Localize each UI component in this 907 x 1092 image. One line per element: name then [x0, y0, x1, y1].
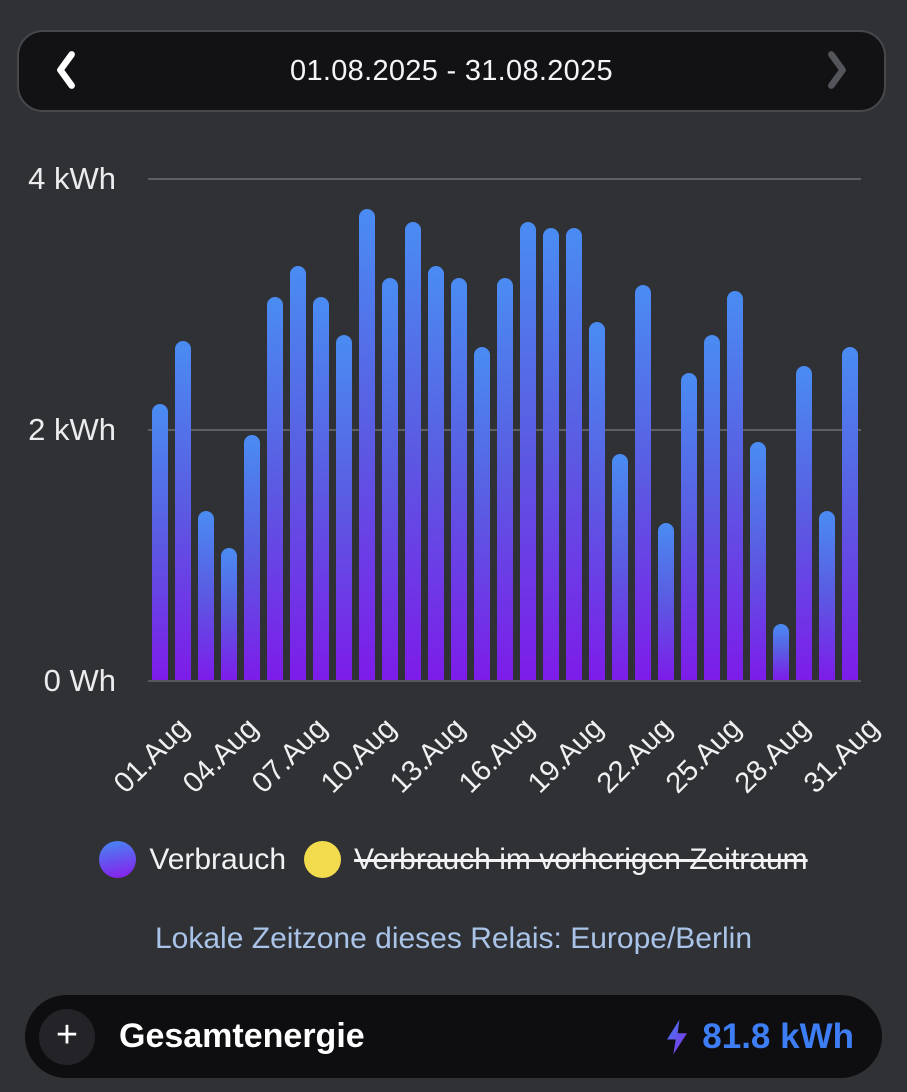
- bar-04.Aug[interactable]: [220, 548, 237, 680]
- y-axis-tick-2kwh: 2 kWh: [28, 412, 116, 447]
- plus-icon: +: [55, 1013, 79, 1056]
- x-axis-line: [148, 680, 861, 682]
- legend-label: Verbrauch: [149, 842, 287, 876]
- bar-30.Aug[interactable]: [818, 511, 835, 680]
- bar-19.Aug[interactable]: [565, 228, 582, 680]
- chevron-left-icon: [49, 47, 83, 96]
- date-range-navigator: 01.08.2025 - 31.08.2025: [17, 30, 886, 112]
- x-axis-tick-16.Aug: 16.Aug: [452, 712, 541, 800]
- next-period-button[interactable]: [814, 45, 860, 97]
- x-axis-tick-01.Aug: 01.Aug: [107, 712, 196, 800]
- bar-27.Aug[interactable]: [749, 442, 766, 680]
- vorheriger-zeitraum-swatch-icon: [304, 841, 342, 878]
- legend-label-disabled: Verbrauch im vorherigen Zeitraum: [354, 842, 808, 876]
- bar-07.Aug[interactable]: [289, 266, 306, 680]
- bar-08.Aug[interactable]: [312, 297, 329, 680]
- bar-06.Aug[interactable]: [266, 297, 283, 680]
- bar-31.Aug[interactable]: [841, 347, 858, 680]
- total-energy-row[interactable]: + Gesamtenergie 81.8 kWh: [25, 995, 882, 1078]
- x-axis-tick-31.Aug: 31.Aug: [797, 712, 886, 800]
- total-energy-title: Gesamtenergie: [119, 1017, 365, 1055]
- bar-20.Aug[interactable]: [588, 322, 605, 680]
- verbrauch-swatch-icon: [99, 841, 137, 878]
- x-axis-tick-28.Aug: 28.Aug: [728, 712, 817, 800]
- x-axis-tick-10.Aug: 10.Aug: [314, 712, 403, 800]
- legend-item-verbrauch[interactable]: Verbrauch: [99, 841, 286, 878]
- x-axis-tick-04.Aug: 04.Aug: [176, 712, 265, 800]
- x-axis-tick-19.Aug: 19.Aug: [521, 712, 610, 800]
- total-energy-value-group: 81.8 kWh: [662, 1017, 854, 1057]
- x-axis-tick-13.Aug: 13.Aug: [383, 712, 472, 800]
- x-axis-tick-22.Aug: 22.Aug: [590, 712, 679, 800]
- bar-15.Aug[interactable]: [473, 347, 490, 680]
- legend-item-vorheriger-zeitraum[interactable]: Verbrauch im vorherigen Zeitraum: [304, 841, 808, 878]
- bar-01.Aug[interactable]: [151, 404, 168, 680]
- total-energy-value: 81.8 kWh: [702, 1016, 854, 1056]
- bar-11.Aug[interactable]: [381, 278, 398, 680]
- bar-05.Aug[interactable]: [243, 435, 260, 680]
- x-axis-tick-07.Aug: 07.Aug: [245, 712, 334, 800]
- previous-period-button[interactable]: [43, 45, 89, 97]
- bar-12.Aug[interactable]: [404, 222, 421, 680]
- bar-28.Aug[interactable]: [772, 624, 789, 680]
- bar-02.Aug[interactable]: [174, 341, 191, 680]
- bar-23.Aug[interactable]: [657, 523, 674, 680]
- bar-03.Aug[interactable]: [197, 511, 214, 680]
- gridline-4kwh: [148, 178, 861, 180]
- consumption-bar-chart: 4 kWh 2 kWh 0 Wh 01.Aug 04.Aug 07.Aug 10.Au…: [28, 161, 886, 800]
- bar-18.Aug[interactable]: [542, 228, 559, 680]
- bar-09.Aug[interactable]: [335, 335, 352, 680]
- chevron-right-icon: [820, 47, 854, 96]
- bar-13.Aug[interactable]: [427, 266, 444, 680]
- lightning-bolt-icon: [662, 1017, 692, 1057]
- chart-legend: Verbrauch Verbrauch im vorherigen Zeitra…: [0, 841, 907, 878]
- bar-14.Aug[interactable]: [450, 278, 467, 680]
- bar-26.Aug[interactable]: [726, 291, 743, 680]
- bar-25.Aug[interactable]: [703, 335, 720, 680]
- bar-29.Aug[interactable]: [795, 366, 812, 680]
- y-axis-tick-4kwh: 4 kWh: [28, 161, 116, 196]
- date-range-label: 01.08.2025 - 31.08.2025: [290, 54, 613, 87]
- bar-22.Aug[interactable]: [634, 285, 651, 680]
- x-axis-tick-25.Aug: 25.Aug: [659, 712, 748, 800]
- bar-17.Aug[interactable]: [519, 222, 536, 680]
- y-axis-tick-0wh: 0 Wh: [43, 663, 116, 698]
- bar-21.Aug[interactable]: [611, 454, 628, 680]
- bar-24.Aug[interactable]: [680, 373, 697, 680]
- bar-16.Aug[interactable]: [496, 278, 513, 680]
- timezone-note: Lokale Zeitzone dieses Relais: Europe/Be…: [155, 922, 752, 955]
- expand-total-energy-button[interactable]: +: [39, 1008, 95, 1065]
- bar-10.Aug[interactable]: [358, 209, 375, 680]
